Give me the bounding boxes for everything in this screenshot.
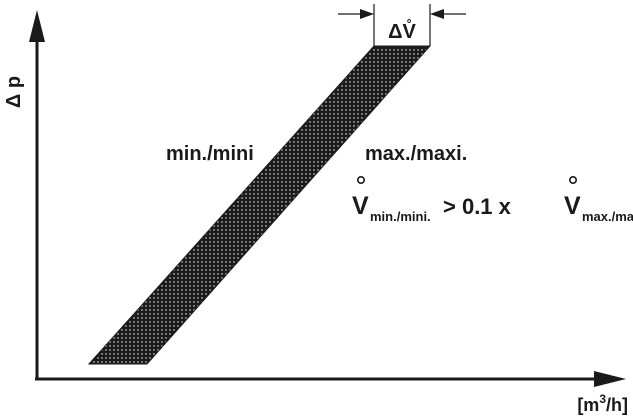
formula-operator: > 0.1 x <box>443 194 512 219</box>
x-axis-arrowhead <box>594 371 626 387</box>
ring-accent-icon <box>568 176 577 185</box>
y-axis-label: Δ p <box>3 76 25 108</box>
x-axis-unit: [m3/h] <box>577 392 628 415</box>
x-axis-unit-superscript: 3 <box>599 392 606 406</box>
formula-rhs-symbol: V <box>564 192 581 220</box>
formula-lhs-subscript: min./mini. <box>370 209 431 224</box>
delta-arrow-left <box>360 9 374 19</box>
y-axis-arrowhead <box>29 10 45 42</box>
formula-rhs-subscript: max./maxi <box>582 209 633 224</box>
flow-ratio-formula: V min./mini. > 0.1 x V max./maxi <box>352 176 633 224</box>
delta-v-label: ΔV̊ <box>388 19 416 43</box>
flow-band <box>87 45 432 365</box>
delta-arrow-right <box>430 9 444 19</box>
formula-lhs-symbol: V <box>352 192 369 220</box>
x-axis-unit-prefix: [m <box>577 395 599 415</box>
min-label: min./mini <box>166 143 254 165</box>
x-axis-unit-suffix: /h] <box>606 395 628 415</box>
max-label: max./maxi. <box>365 143 467 165</box>
ring-accent-icon <box>356 176 365 185</box>
